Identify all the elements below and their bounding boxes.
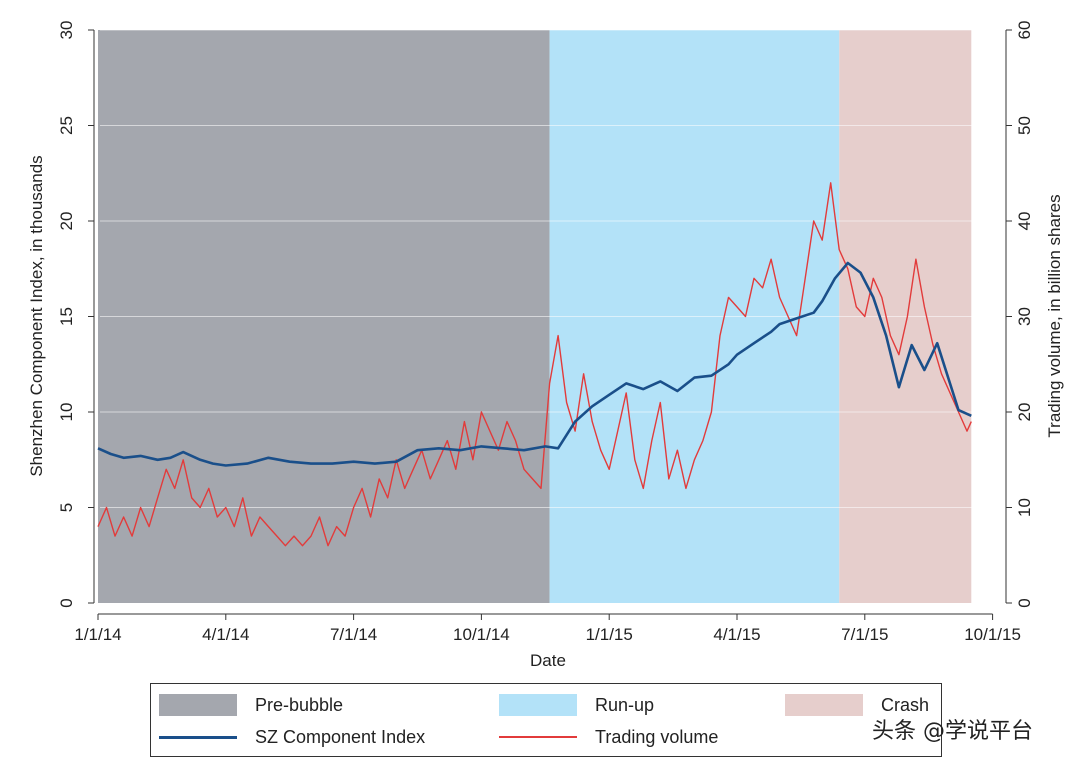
legend-swatch-crash — [785, 694, 863, 716]
legend-label-run-up: Run-up — [595, 694, 655, 715]
x-axis-label: Date — [530, 651, 566, 670]
x-tick-label: 1/1/15 — [586, 625, 633, 644]
y-tick-label-left: 15 — [57, 307, 76, 326]
y-axis-left-label: Shenzhen Component Index, in thousands — [27, 155, 46, 476]
series-line-sz-index — [97, 261, 972, 467]
y-tick-label-left: 30 — [57, 21, 76, 40]
y-tick-label-left: 10 — [57, 403, 76, 422]
x-tick-label: 10/1/15 — [964, 625, 1021, 644]
legend-item-sz-index: SZ Component Index — [159, 724, 425, 750]
gridlines — [100, 29, 975, 508]
legend-item-pre-bubble: Pre-bubble — [159, 692, 343, 718]
legend-label-volume: Trading volume — [595, 726, 719, 747]
legend-label-sz-index: SZ Component Index — [255, 726, 426, 747]
legend-label-crash: Crash — [881, 694, 930, 715]
legend: Pre-bubble Run-up Crash SZ Component Ind… — [150, 683, 942, 757]
legend-swatch-run-up — [499, 694, 577, 716]
y-tick-label-right: 40 — [1015, 212, 1034, 231]
x-tick-label: 7/1/14 — [330, 625, 377, 644]
chart-svg: 0 5 10 15 20 25 30 0 10 20 30 40 50 60 1/1/14 4/1/14 7/1… — [27, 21, 1064, 670]
legend-item-run-up: Run-up — [499, 692, 654, 718]
y-tick-label-right: 0 — [1015, 598, 1034, 607]
legend-label-pre-bubble: Pre-bubble — [255, 694, 344, 715]
y-tick-label-left: 25 — [57, 116, 76, 135]
watermark-text: 头条 @学说平台 — [872, 719, 1033, 744]
y-tick-label-right: 30 — [1015, 307, 1034, 326]
y-tick-label-right: 60 — [1015, 21, 1034, 40]
y-axis-right-label: Trading volume, in billion shares — [1045, 194, 1064, 437]
y-tick-label-left: 20 — [57, 212, 76, 231]
y-tick-label-right: 50 — [1015, 116, 1034, 135]
y-tick-label-right: 10 — [1015, 498, 1034, 517]
series-lines — [97, 182, 972, 547]
y-tick-label-left: 0 — [57, 598, 76, 607]
legend-swatch-pre-bubble — [159, 694, 237, 716]
x-tick-label: 10/1/14 — [453, 625, 510, 644]
series-line-trading-volume — [97, 182, 972, 547]
tick-labels: 0 5 10 15 20 25 30 0 10 20 30 40 50 60 1/1/14 4/1/14 7/1… — [57, 21, 1034, 644]
legend-item-volume: Trading volume — [499, 724, 718, 750]
legend-line-volume — [499, 736, 577, 738]
y-tick-label-right: 20 — [1015, 403, 1034, 422]
x-tick-label: 7/1/15 — [841, 625, 888, 644]
x-tick-label: 4/1/14 — [202, 625, 249, 644]
axes — [88, 29, 1012, 620]
legend-line-sz-index — [159, 735, 237, 739]
x-tick-label: 1/1/14 — [74, 625, 121, 644]
y-tick-label-left: 5 — [57, 503, 76, 512]
x-tick-label: 4/1/15 — [713, 625, 760, 644]
legend-item-crash: Crash — [785, 692, 929, 718]
